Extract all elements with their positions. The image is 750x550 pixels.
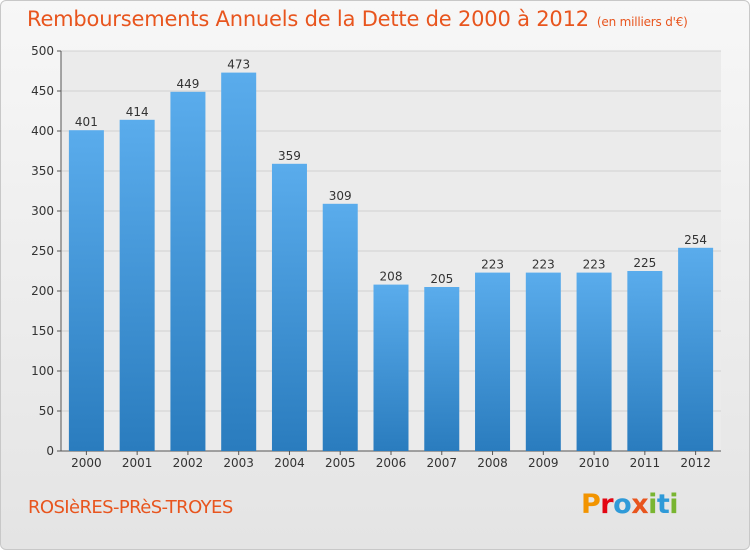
bar-value-label: 205	[430, 272, 453, 286]
bar-value-label: 309	[329, 189, 352, 203]
bar	[119, 119, 155, 452]
bar	[322, 203, 358, 451]
bar	[221, 72, 257, 451]
y-tick-label: 0	[46, 444, 54, 458]
commune-name: ROSIèRES-PRèS-TROYES	[28, 497, 233, 518]
bar	[424, 287, 460, 451]
x-tick-label: 2009	[528, 456, 559, 470]
bar	[373, 284, 409, 451]
y-tick-label: 50	[39, 404, 54, 418]
bar	[271, 163, 307, 452]
y-tick-label: 500	[31, 44, 54, 58]
bar-value-label: 359	[278, 149, 301, 163]
bar	[475, 272, 511, 451]
chart-title: Remboursements Annuels de la Dette de 20…	[27, 7, 688, 31]
proxiti-logo: Proxiti	[581, 489, 679, 520]
y-tick-label: 300	[31, 204, 54, 218]
y-tick-label: 400	[31, 124, 54, 138]
bar-value-label: 473	[227, 58, 250, 72]
bar	[576, 272, 612, 451]
x-tick-label: 2000	[71, 456, 102, 470]
x-tick-label: 2001	[122, 456, 153, 470]
y-tick-label: 200	[31, 284, 54, 298]
bar-value-label: 401	[75, 115, 98, 129]
x-tick-label: 2002	[173, 456, 204, 470]
y-tick-label: 350	[31, 164, 54, 178]
bar	[627, 271, 663, 451]
x-tick-label: 2010	[579, 456, 610, 470]
chart-unit: (en milliers d'€)	[596, 15, 688, 29]
bar-value-label: 449	[176, 77, 199, 91]
x-tick-label: 2004	[274, 456, 305, 470]
bar-value-label: 254	[684, 233, 707, 247]
y-tick-label: 250	[31, 244, 54, 258]
chart-title-text: Remboursements Annuels de la Dette de 20…	[27, 7, 589, 31]
bar	[170, 91, 206, 452]
x-tick-label: 2006	[376, 456, 407, 470]
y-tick-label: 450	[31, 84, 54, 98]
bar-value-label: 223	[481, 258, 504, 272]
bar	[678, 247, 714, 451]
x-tick-label: 2003	[223, 456, 254, 470]
x-tick-label: 2011	[630, 456, 661, 470]
bar	[68, 130, 104, 451]
y-tick-label: 150	[31, 324, 54, 338]
x-tick-label: 2008	[477, 456, 508, 470]
bar-value-label: 223	[583, 258, 606, 272]
x-tick-label: 2007	[426, 456, 457, 470]
x-tick-label: 2012	[680, 456, 711, 470]
y-tick-label: 100	[31, 364, 54, 378]
bar-value-label: 208	[380, 270, 403, 284]
bar-value-label: 414	[126, 105, 149, 119]
bar-value-label: 225	[633, 256, 656, 270]
bar-value-label: 223	[532, 258, 555, 272]
x-tick-label: 2005	[325, 456, 356, 470]
bar	[525, 272, 561, 451]
